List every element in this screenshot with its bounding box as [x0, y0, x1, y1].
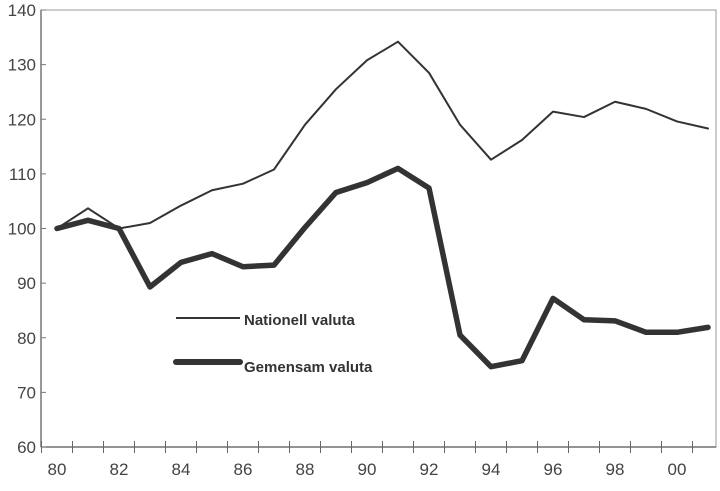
x-tick-label: 94: [482, 460, 501, 479]
y-tick-label: 70: [17, 383, 36, 402]
x-tick-label: 88: [296, 460, 315, 479]
series-line-gemensam: [57, 168, 708, 366]
legend-label-nationell: Nationell valuta: [244, 312, 356, 329]
plot-frame: [41, 10, 716, 447]
legend: Nationell valuta Gemensam valuta: [176, 312, 373, 376]
x-tick-label: 86: [234, 460, 253, 479]
y-tick-label: 130: [8, 56, 36, 75]
x-tick-label: 00: [668, 460, 687, 479]
x-tick-label: 98: [606, 460, 625, 479]
y-tick-label: 80: [17, 329, 36, 348]
x-tick-label: 90: [358, 460, 377, 479]
series-line-nationell: [57, 42, 708, 229]
x-tick-label: 96: [544, 460, 563, 479]
y-tick-label: 140: [8, 1, 36, 20]
x-tick-label: 82: [110, 460, 129, 479]
legend-label-gemensam: Gemensam valuta: [244, 359, 373, 376]
x-tick-label: 92: [420, 460, 439, 479]
y-tick-label: 110: [9, 165, 36, 184]
y-tick-label: 90: [17, 274, 36, 293]
y-tick-label: 120: [8, 110, 36, 129]
x-tick-label: 84: [172, 460, 191, 479]
y-tick-label: 60: [17, 438, 36, 457]
y-tick-label: 100: [8, 220, 36, 239]
x-tick-label: 80: [48, 460, 67, 479]
